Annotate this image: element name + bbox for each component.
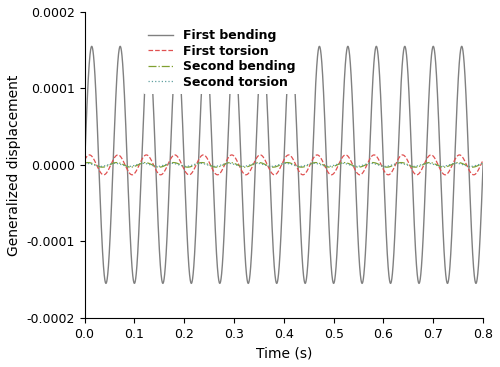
Second bending bbox=[318, 161, 324, 166]
First torsion bbox=[318, 155, 324, 160]
Second torsion bbox=[398, 161, 404, 166]
Second torsion bbox=[318, 163, 324, 167]
First torsion bbox=[414, 172, 420, 177]
Second torsion bbox=[377, 163, 383, 168]
First torsion bbox=[82, 158, 87, 162]
Second bending bbox=[377, 163, 383, 167]
First torsion bbox=[456, 153, 462, 157]
First bending bbox=[480, 163, 486, 167]
X-axis label: Time (s): Time (s) bbox=[256, 346, 312, 360]
Second bending bbox=[480, 161, 486, 166]
Line: Second torsion: Second torsion bbox=[84, 163, 483, 166]
First torsion bbox=[334, 164, 340, 169]
Second torsion bbox=[82, 161, 87, 166]
First bending bbox=[335, 233, 341, 238]
Second torsion bbox=[382, 164, 388, 168]
First bending bbox=[318, 47, 324, 52]
First bending bbox=[260, 44, 266, 48]
Y-axis label: Generalized displacement: Generalized displacement bbox=[7, 74, 21, 255]
Second bending bbox=[398, 160, 404, 165]
Second torsion bbox=[226, 161, 232, 166]
First torsion bbox=[480, 158, 486, 162]
Second bending bbox=[356, 165, 362, 169]
Second bending bbox=[334, 162, 340, 167]
First bending bbox=[102, 276, 107, 280]
First bending bbox=[398, 76, 404, 81]
Second torsion bbox=[102, 164, 107, 168]
First torsion bbox=[226, 155, 232, 159]
Line: First torsion: First torsion bbox=[84, 155, 483, 175]
Line: First bending: First bending bbox=[84, 46, 483, 283]
Second torsion bbox=[334, 162, 340, 166]
First torsion bbox=[398, 153, 404, 157]
Second bending bbox=[226, 160, 232, 165]
Legend: First bending, First torsion, Second bending, Second torsion: First bending, First torsion, Second ben… bbox=[142, 24, 300, 94]
First torsion bbox=[102, 172, 107, 177]
Second torsion bbox=[480, 161, 486, 166]
Second torsion bbox=[425, 161, 431, 166]
First bending bbox=[377, 83, 383, 87]
Line: Second bending: Second bending bbox=[84, 163, 483, 167]
First bending bbox=[226, 113, 232, 117]
First bending bbox=[82, 163, 87, 167]
Second bending bbox=[82, 161, 87, 166]
First torsion bbox=[377, 160, 383, 164]
Second bending bbox=[398, 160, 404, 165]
Second bending bbox=[102, 165, 107, 169]
First bending bbox=[302, 281, 308, 286]
